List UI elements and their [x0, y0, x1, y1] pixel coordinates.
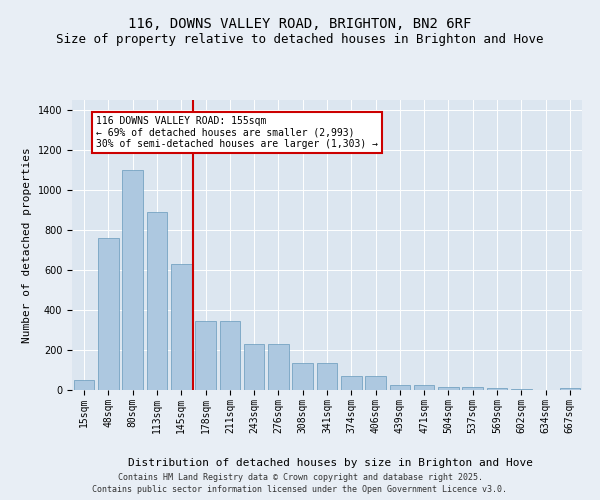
Text: 116, DOWNS VALLEY ROAD, BRIGHTON, BN2 6RF: 116, DOWNS VALLEY ROAD, BRIGHTON, BN2 6R… [128, 18, 472, 32]
Bar [317, 363, 337, 390]
Bar [195, 321, 216, 390]
Text: Size of property relative to detached houses in Brighton and Hove: Size of property relative to detached ho… [56, 32, 544, 46]
Bar [365, 376, 386, 390]
Bar [389, 384, 410, 390]
Bar [560, 388, 580, 390]
Text: 116 DOWNS VALLEY ROAD: 155sqm
← 69% of detached houses are smaller (2,993)
30% o: 116 DOWNS VALLEY ROAD: 155sqm ← 69% of d… [96, 116, 378, 149]
Bar [244, 344, 265, 390]
Bar [511, 389, 532, 390]
Bar [268, 344, 289, 390]
Bar [220, 321, 240, 390]
Text: Contains HM Land Registry data © Crown copyright and database right 2025.
Contai: Contains HM Land Registry data © Crown c… [92, 473, 508, 494]
Bar [463, 386, 483, 390]
Y-axis label: Number of detached properties: Number of detached properties [22, 147, 32, 343]
Bar [74, 380, 94, 390]
Bar [438, 386, 459, 390]
Bar [414, 384, 434, 390]
Bar [98, 238, 119, 390]
Bar [341, 376, 362, 390]
Text: Distribution of detached houses by size in Brighton and Hove: Distribution of detached houses by size … [128, 458, 533, 468]
Bar [146, 212, 167, 390]
Bar [171, 264, 191, 390]
Bar [487, 388, 508, 390]
Bar [122, 170, 143, 390]
Bar [292, 363, 313, 390]
